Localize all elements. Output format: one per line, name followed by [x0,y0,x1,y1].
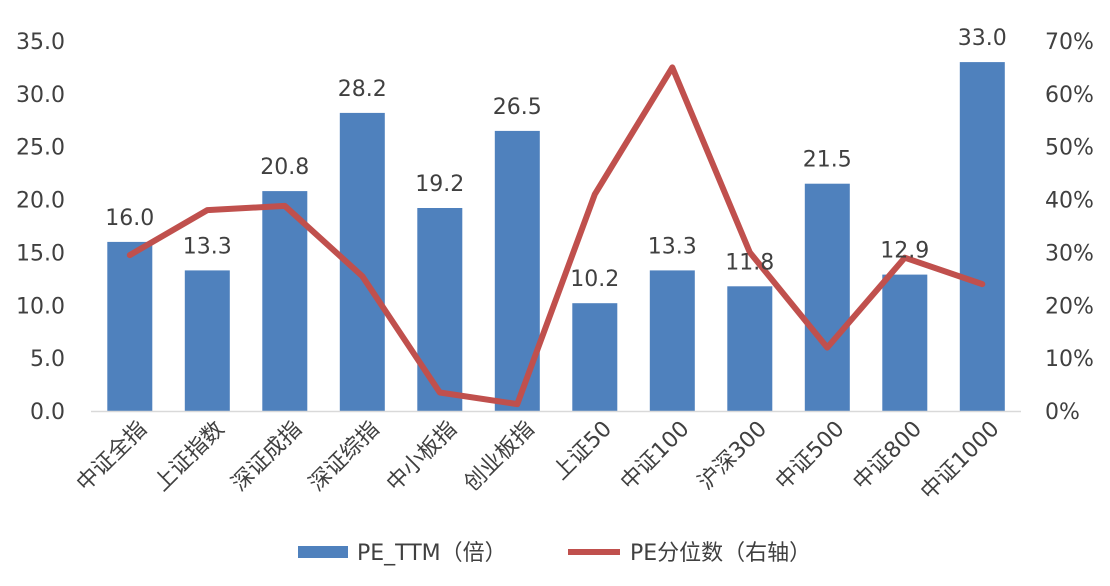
y-right-tick-label: 50% [1045,136,1094,161]
bar-value-label: 11.8 [725,250,774,275]
bar-2 [184,270,230,411]
legend-label-line: PE分位数（右轴） [630,541,811,566]
y-left-tick-label: 10.0 [16,294,65,319]
legend-swatch-bar [298,546,348,558]
bar-value-label: 13.3 [183,234,232,259]
legend-label-bar: PE_TTM（倍） [357,541,507,566]
y-right-tick-label: 30% [1045,241,1094,266]
bar-value-label: 33.0 [958,26,1007,51]
y-right-tick-label: 20% [1045,294,1094,319]
x-tick-label: 深证成指 [227,417,307,497]
x-tick-label: 上证指数 [150,417,230,497]
axis-layer: 0.0 5.0 10.0 15.0 20.0 25.0 30.0 35.0 0% 10% 20% 30… [16,30,1094,425]
y-left-tick-label: 5.0 [30,347,65,372]
bar-9 [727,286,773,411]
x-tick-label: 上证50 [548,417,617,486]
y-left-tick-label: 15.0 [16,241,65,266]
bar-value-label: 13.3 [648,234,697,259]
bar-8 [649,270,695,411]
x-tick-label: 深证综指 [305,417,385,497]
x-tick-label: 中证100 [616,417,694,495]
line-layer [126,64,986,408]
x-tick-label: 中小板指 [382,417,462,497]
bar-1 [107,241,153,411]
y-left-tick-label: 30.0 [16,83,65,108]
x-tick-label: 中证全指 [72,417,152,497]
bar-value-label: 21.5 [803,148,852,173]
x-tick-label: 沪深300 [694,417,772,495]
bar-11 [882,274,928,411]
legend: PE_TTM（倍） PE分位数（右轴） [298,541,811,566]
y-left-tick-label: 25.0 [16,136,65,161]
y-right-tick-label: 10% [1045,347,1094,372]
line-series-pe-percentile [126,64,986,408]
x-tick-label: 创业板指 [460,417,540,497]
y-right-tick-label: 60% [1045,83,1094,108]
bar-value-label: 10.2 [570,267,619,292]
bar-value-label: 16.0 [105,206,154,231]
bar-12 [959,62,1005,411]
bar-value-label: 19.2 [415,172,464,197]
bars-layer [107,62,1005,412]
bar-5 [417,208,463,411]
y-right-tick-label: 70% [1045,30,1094,55]
x-tick-label: 中证1000 [916,417,1004,505]
x-tick-label: 中证500 [771,417,849,495]
y-right-tick-label: 40% [1045,189,1094,214]
bar-value-label: 12.9 [880,239,929,264]
bar-10 [804,183,850,411]
bar-value-label: 28.2 [338,77,387,102]
bar-value-label: 26.5 [493,95,542,120]
x-tick-label: 中证800 [849,417,927,495]
y-left-tick-label: 35.0 [16,30,65,55]
bar-value-label: 20.8 [260,155,309,180]
y-left-tick-label: 20.0 [16,189,65,214]
bar-7 [572,303,618,411]
y-right-tick-label: 0% [1045,400,1080,425]
bar-3 [262,191,308,411]
y-left-tick-label: 0.0 [30,400,65,425]
